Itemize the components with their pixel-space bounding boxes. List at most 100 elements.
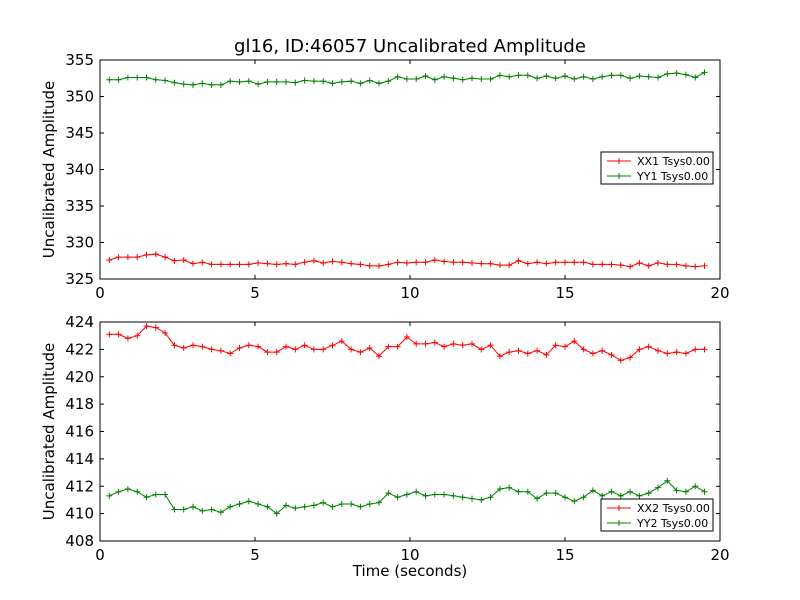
y-tick-label: 330 [65,234,94,252]
data-point [571,498,578,505]
data-point [496,72,503,79]
data-point [190,260,196,267]
data-point [543,490,550,497]
data-point [227,503,234,510]
data-point [227,78,234,85]
data-point [459,342,466,349]
data-point [403,491,410,498]
data-point [152,251,159,258]
data-point [543,351,550,358]
data-point [469,259,475,266]
data-point [478,496,485,503]
data-point [692,483,699,490]
data-point [348,501,355,508]
data-point [543,260,550,267]
y-tick-label: 355 [65,51,94,69]
legend-box [600,498,714,532]
data-point [450,259,457,266]
data-point [245,342,252,349]
data-point [655,347,661,354]
data-point [348,260,355,267]
data-point [589,487,596,494]
data-point [487,75,494,82]
legend-swatch-marker [616,158,622,164]
data-point [469,495,475,502]
data-point [655,484,661,491]
data-point [599,73,606,80]
data-point [478,346,485,353]
data-point [143,251,150,258]
data-point [496,353,503,360]
data-point [459,494,466,501]
data-point [701,346,708,353]
data-point [515,347,522,354]
data-point [190,342,196,349]
data-point [394,73,401,80]
data-point [524,72,531,79]
data-point [543,73,550,80]
data-point [329,258,336,265]
data-point [394,494,401,501]
data-point [329,342,336,349]
data-point [245,78,252,85]
amplitude-chart-bottom: 0 5 10 15 20 408 410 412 414 416 418 420 422 424 Uncal… [40,313,730,580]
data-point [673,70,680,77]
x-tick-label: 15 [555,546,574,564]
data-point [236,501,243,508]
data-point [134,488,141,495]
data-point [292,505,299,512]
data-point [217,261,224,268]
data-point [190,81,196,88]
data-point [310,346,317,353]
data-point [450,75,457,82]
data-point [422,340,429,347]
data-point [664,350,671,357]
data-point [376,499,382,506]
data-point [348,346,355,353]
series-2 [106,477,708,517]
data-point [134,332,141,339]
data-point [627,75,634,82]
data-point [115,254,122,261]
data-point [645,262,652,269]
data-point [673,261,680,268]
data-point [376,262,382,269]
data-point [701,488,708,495]
data-point [208,81,215,88]
data-point [124,485,131,492]
legend-box [600,151,714,185]
data-point [338,338,345,345]
data-point [199,343,206,350]
data-point [645,343,652,350]
data-point [496,485,503,492]
data-point [692,74,699,81]
data-point [320,346,327,353]
data-point [208,346,215,353]
data-point [552,490,559,497]
data-point [562,343,568,350]
data-point [617,262,624,269]
data-point [292,346,299,353]
data-point [255,81,262,88]
data-point [152,324,159,331]
data-point [496,262,503,269]
data-point [413,75,420,82]
data-point [608,72,615,79]
data-point [385,261,392,268]
data-point [589,75,596,82]
data-point [385,78,392,85]
data-point [134,254,141,261]
data-point [171,79,178,86]
data-point [682,488,689,495]
data-point [124,335,131,342]
data-point [106,492,113,499]
data-point [283,260,289,267]
data-point [562,73,568,80]
y-tick-label: 410 [65,505,94,523]
data-point [580,259,587,266]
data-point [431,339,438,346]
data-point [431,257,438,264]
data-point [682,350,689,357]
data-point [589,261,596,268]
data-point [599,492,606,499]
